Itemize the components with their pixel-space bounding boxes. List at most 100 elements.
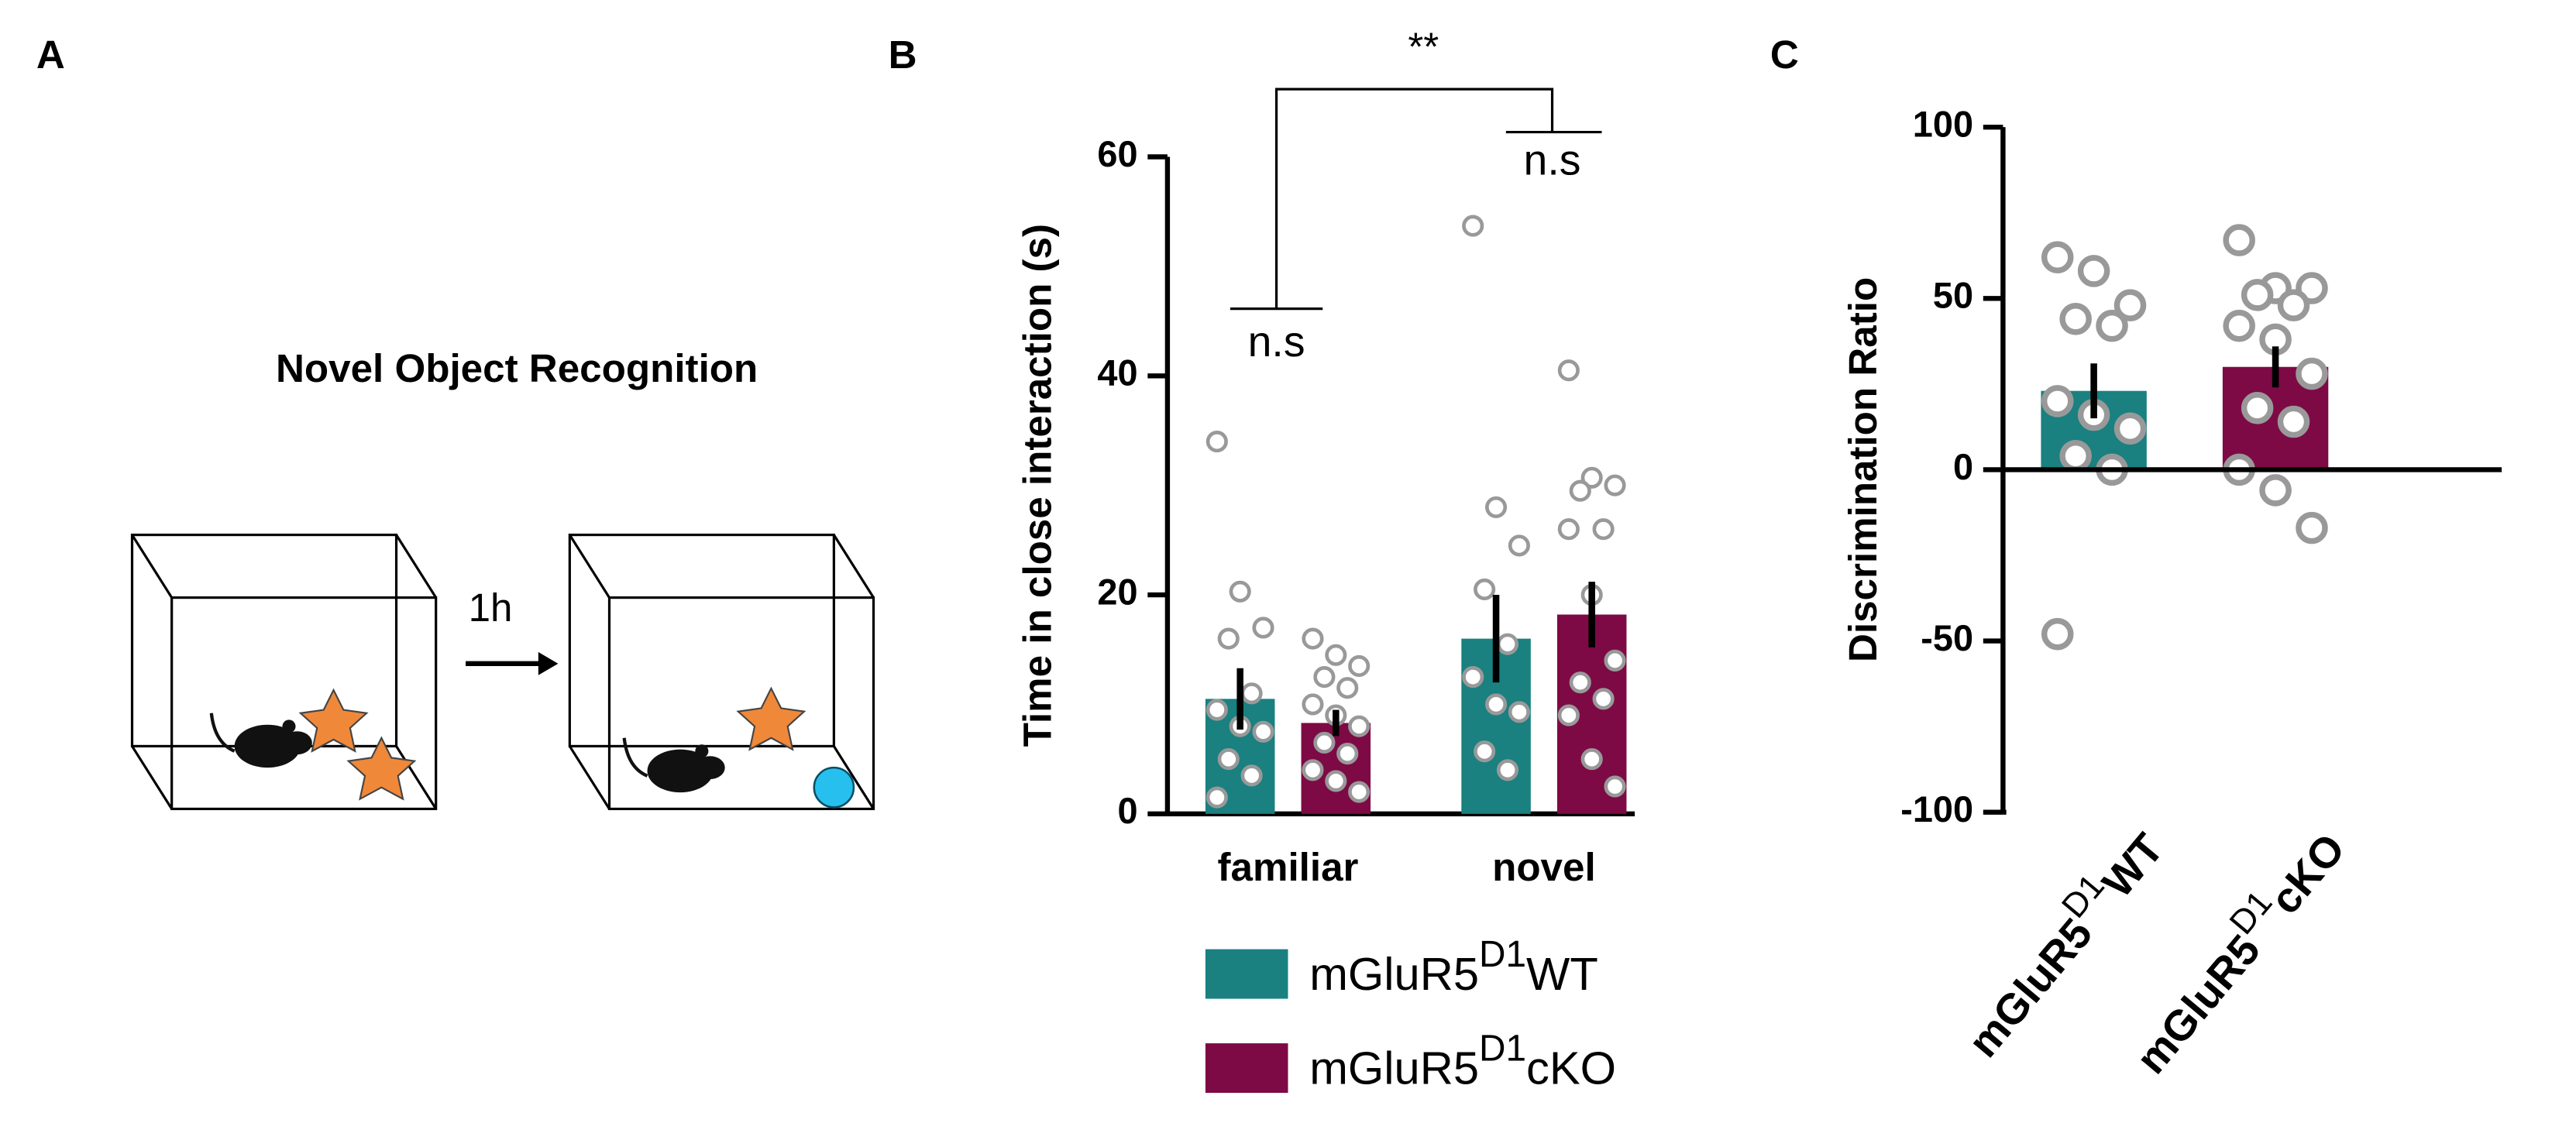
data-point: [1496, 633, 1519, 655]
data-point: [2241, 279, 2274, 311]
data-point: [2241, 392, 2274, 424]
delay-label: 1h: [469, 586, 513, 630]
data-point: [2223, 224, 2255, 256]
data-point: [1302, 627, 1324, 650]
data-point: [1348, 715, 1371, 737]
data-point: [1496, 759, 1519, 781]
label-part: mGluR5: [1309, 948, 1479, 1000]
label-part: WT: [1526, 948, 1598, 1000]
data-point: [2041, 617, 2074, 651]
data-point: [2223, 309, 2255, 342]
label-part: mGluR5: [1959, 909, 2101, 1066]
data-point: [1229, 580, 1251, 603]
data-point: [1205, 431, 1228, 453]
panel-label: B: [889, 33, 917, 77]
data-point: [1604, 474, 1626, 496]
data-point: [1557, 359, 1580, 382]
label-part: cKO: [1526, 1042, 1616, 1094]
y-axis-label: Time in close interaction (s): [1015, 224, 1059, 747]
data-point: [1252, 617, 1274, 639]
data-point: [1462, 666, 1484, 689]
data-point: [1313, 666, 1336, 689]
data-point: [2259, 474, 2292, 507]
label-part: mGluR5: [1309, 1042, 1479, 1094]
data-point: [1474, 740, 1496, 763]
object-star: [346, 736, 417, 801]
data-point: [1604, 649, 1626, 671]
data-point: [1580, 466, 1603, 489]
data-point: [1325, 770, 1347, 792]
data-point: [1474, 578, 1496, 601]
data-point: [2059, 303, 2092, 335]
annotation: **: [1408, 24, 1439, 68]
data-point: [1205, 699, 1228, 721]
data-point: [1348, 781, 1371, 803]
y-tick-label: -100: [1900, 789, 1973, 829]
annotation: n.s: [1248, 318, 1305, 366]
data-point: [1240, 764, 1263, 787]
data-point: [2296, 357, 2328, 390]
data-point: [2077, 255, 2110, 287]
y-tick-label: 50: [1933, 276, 1973, 316]
data-point: [1336, 742, 1359, 765]
y-tick-label: 20: [1097, 572, 1137, 612]
data-point: [1557, 704, 1580, 726]
x-tick-label: familiar: [1218, 845, 1359, 889]
data-point: [2096, 309, 2128, 342]
data-point: [2277, 405, 2310, 438]
data-point: [2113, 289, 2147, 321]
annotation: n.s: [1524, 136, 1581, 184]
data-point: [1484, 693, 1508, 716]
data-point: [1508, 534, 1530, 557]
data-point: [1592, 688, 1615, 710]
legend-label: mGluR5D1cKO: [1309, 1028, 1616, 1094]
data-point: [1252, 720, 1274, 743]
data-point: [1336, 677, 1359, 699]
object-star: [736, 686, 807, 751]
y-tick-label: -50: [1921, 618, 1973, 658]
data-point: [1580, 748, 1603, 771]
arrow-head: [538, 651, 559, 675]
y-tick-label: 0: [1117, 791, 1137, 831]
diagram-title: Novel Object Recognition: [276, 346, 758, 390]
data-point: [1302, 759, 1324, 781]
data-point: [2113, 412, 2147, 445]
bracket: [1230, 88, 1602, 311]
legend-swatch: [1205, 1043, 1288, 1094]
panel-label: A: [36, 33, 65, 77]
y-tick-label: 40: [1097, 353, 1137, 393]
data-point: [1592, 518, 1615, 541]
data-point: [1348, 654, 1371, 678]
x-tick-label: novel: [1492, 845, 1596, 889]
data-point: [2277, 289, 2310, 321]
x-tick-label: mGluR5D1WT: [1949, 816, 2173, 1066]
data-point: [1462, 215, 1484, 237]
diagram: Novel Object Recognition 1h: [130, 346, 875, 811]
y-axis-label: Discrimination Ratio: [1841, 277, 1885, 662]
y-tick-label: 60: [1097, 134, 1137, 174]
data-point: [1240, 682, 1263, 705]
data-point: [2041, 385, 2074, 417]
data-point: [1569, 479, 1591, 502]
panel-label: C: [1770, 33, 1799, 77]
legend-label: mGluR5D1WT: [1309, 934, 1598, 1000]
data-point: [2296, 511, 2328, 544]
data-point: [1325, 644, 1347, 666]
data-point: [2059, 439, 2092, 472]
label-part: D1: [1479, 1028, 1526, 1069]
data-point: [1557, 518, 1580, 541]
data-point: [1604, 775, 1626, 798]
data-point: [1508, 701, 1530, 723]
data-point: [1484, 496, 1508, 519]
mouse: [622, 737, 725, 793]
y-tick-label: 100: [1913, 105, 1973, 145]
data-point: [2041, 241, 2074, 273]
label-part: mGluR5: [2127, 926, 2269, 1083]
label-part: D1: [1479, 934, 1526, 975]
data-point: [1217, 627, 1240, 650]
data-point: [1205, 786, 1228, 809]
object-star: [298, 688, 369, 753]
object-ball: [813, 766, 855, 809]
data-point: [1569, 671, 1591, 694]
